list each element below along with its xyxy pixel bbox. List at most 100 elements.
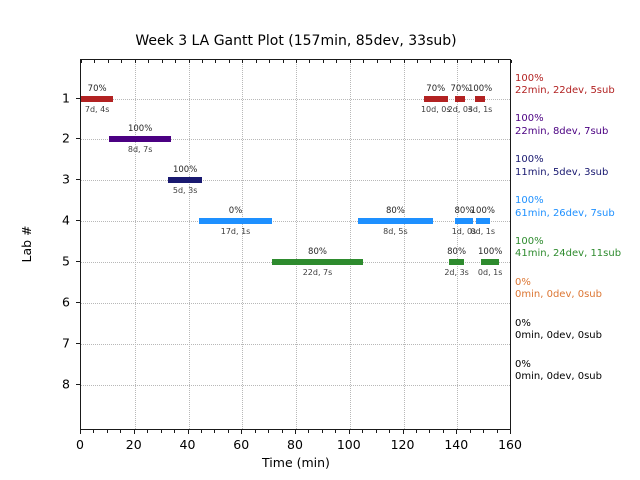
y-tick-label: 8 bbox=[62, 376, 70, 392]
lab-summary-stats: 41min, 24dev, 11sub bbox=[515, 248, 622, 260]
bar-detail-label: 0d, 1s bbox=[470, 227, 496, 237]
bar-percent-label: 80% bbox=[385, 206, 405, 217]
x-minor-tick-mark-top bbox=[107, 60, 109, 63]
x-minor-tick-mark-top bbox=[282, 60, 284, 63]
x-minor-tick-mark-top bbox=[309, 60, 311, 63]
x-minor-tick-mark-top bbox=[201, 60, 203, 63]
plot-area: 70% 7d, 4s 70% 10d, 0s 70% 2d, 0s 100% 3d, 1s 10… bbox=[80, 59, 512, 430]
x-minor-tick-mark-top bbox=[403, 60, 405, 63]
y-major-tick-mark bbox=[76, 342, 80, 344]
lab-summary-stats: 22min, 22dev, 5sub bbox=[515, 85, 615, 96]
lab-summary: 100% 22min, 8dev, 7sub bbox=[515, 113, 608, 138]
x-minor-tick-mark-top bbox=[81, 60, 82, 63]
x-minor-tick-mark bbox=[93, 430, 95, 433]
bar-percent-label: 80% bbox=[308, 246, 327, 257]
x-minor-tick-mark bbox=[321, 430, 323, 433]
x-minor-tick-mark-top bbox=[511, 60, 512, 63]
x-minor-tick-mark-top bbox=[497, 60, 499, 63]
x-gridline bbox=[457, 60, 459, 429]
x-minor-tick-mark-top bbox=[148, 60, 150, 63]
gantt-bar bbox=[199, 218, 272, 225]
x-minor-tick-mark-top bbox=[228, 60, 230, 63]
gantt-bar bbox=[454, 218, 474, 225]
x-axis-label: Time (min) bbox=[262, 455, 330, 470]
x-minor-tick-mark bbox=[429, 430, 431, 433]
bar-percent-label: 100% bbox=[470, 206, 495, 217]
x-minor-tick-mark bbox=[375, 430, 377, 433]
x-major-tick-mark bbox=[241, 430, 243, 434]
x-tick-label: 100 bbox=[336, 437, 361, 452]
bar-detail-label: 8d, 7s bbox=[127, 145, 153, 155]
x-minor-tick-mark-top bbox=[121, 60, 123, 63]
x-minor-tick-mark-top bbox=[390, 60, 392, 63]
y-major-tick-mark bbox=[76, 220, 80, 222]
lab-gridline bbox=[81, 384, 510, 386]
gantt-bar bbox=[449, 258, 464, 265]
y-tick-label: 4 bbox=[62, 212, 70, 228]
y-tick-label: 3 bbox=[62, 171, 70, 187]
lab-summary-percent: 100% bbox=[515, 235, 544, 247]
x-minor-tick-mark bbox=[147, 430, 149, 433]
bar-percent-label: 80% bbox=[454, 206, 474, 217]
y-major-tick-mark bbox=[76, 138, 80, 140]
gantt-bar bbox=[357, 218, 434, 225]
lab-summary-percent: 100% bbox=[515, 154, 544, 166]
gantt-bar bbox=[271, 258, 364, 265]
bar-percent-label: 70% bbox=[426, 83, 446, 94]
y-major-tick-mark bbox=[76, 301, 80, 303]
bar-percent-label: 0% bbox=[228, 206, 243, 217]
lab-summary: 0% 0min, 0dev, 0sub bbox=[515, 359, 602, 384]
x-minor-tick-mark bbox=[254, 430, 256, 433]
x-major-tick-mark bbox=[80, 430, 81, 434]
bar-percent-label: 100% bbox=[127, 124, 153, 135]
x-minor-tick-mark-top bbox=[430, 60, 432, 63]
x-minor-tick-mark bbox=[227, 430, 229, 433]
lab-summary-stats: 0min, 0dev, 0sub bbox=[515, 371, 602, 383]
x-minor-tick-mark-top bbox=[242, 60, 244, 63]
bar-detail-label: 0d, 1s bbox=[477, 267, 503, 277]
x-minor-tick-mark-top bbox=[470, 60, 472, 63]
y-major-tick-mark bbox=[76, 260, 80, 262]
x-tick-label: 80 bbox=[287, 437, 303, 452]
lab-summary-percent: 100% bbox=[515, 113, 544, 125]
bar-percent-label: 100% bbox=[478, 246, 503, 257]
gantt-bar bbox=[109, 136, 172, 143]
bar-detail-label: 5d, 3s bbox=[172, 186, 198, 196]
x-major-tick-mark bbox=[456, 430, 458, 434]
x-minor-tick-mark bbox=[415, 430, 417, 433]
x-gridline bbox=[242, 60, 244, 429]
x-minor-tick-mark-top bbox=[322, 60, 324, 63]
x-minor-tick-mark-top bbox=[255, 60, 257, 63]
x-gridline bbox=[134, 60, 136, 429]
x-minor-tick-mark bbox=[469, 430, 471, 433]
x-major-tick-mark bbox=[295, 430, 296, 434]
bar-percent-label: 70% bbox=[87, 83, 107, 94]
x-gridline bbox=[349, 60, 351, 429]
bar-detail-label: 3d, 1s bbox=[467, 104, 493, 114]
x-minor-tick-mark-top bbox=[443, 60, 445, 63]
lab-summary-stats: 0min, 0dev, 0sub bbox=[515, 289, 602, 301]
x-minor-tick-mark-top bbox=[134, 60, 136, 63]
lab-summary-percent: 0% bbox=[515, 358, 531, 370]
x-gridline bbox=[403, 60, 405, 429]
lab-summary-percent: 0% bbox=[515, 317, 531, 329]
lab-summary: 100% 41min, 24dev, 11sub bbox=[515, 236, 621, 261]
y-tick-label: 1 bbox=[62, 90, 70, 105]
x-tick-label: 140 bbox=[444, 437, 469, 452]
lab-gridline bbox=[81, 343, 510, 345]
x-minor-tick-mark bbox=[308, 430, 310, 433]
y-major-tick-mark bbox=[76, 97, 80, 99]
x-minor-tick-mark bbox=[483, 430, 485, 433]
bar-detail-label: 10d, 0s bbox=[420, 104, 451, 114]
x-minor-tick-mark bbox=[214, 430, 216, 433]
x-tick-label: 20 bbox=[125, 437, 142, 452]
gantt-bar bbox=[454, 95, 466, 102]
bar-detail-label: 22d, 7s bbox=[302, 267, 333, 277]
x-minor-tick-mark bbox=[106, 430, 108, 433]
lab-summary-percent: 100% bbox=[515, 72, 544, 84]
x-tick-label: 60 bbox=[233, 437, 250, 452]
x-major-tick-mark bbox=[402, 430, 404, 434]
x-minor-tick-mark bbox=[389, 430, 391, 433]
lab-summary-stats: 11min, 5dev, 3sub bbox=[515, 166, 609, 178]
lab-gridline bbox=[81, 180, 510, 182]
